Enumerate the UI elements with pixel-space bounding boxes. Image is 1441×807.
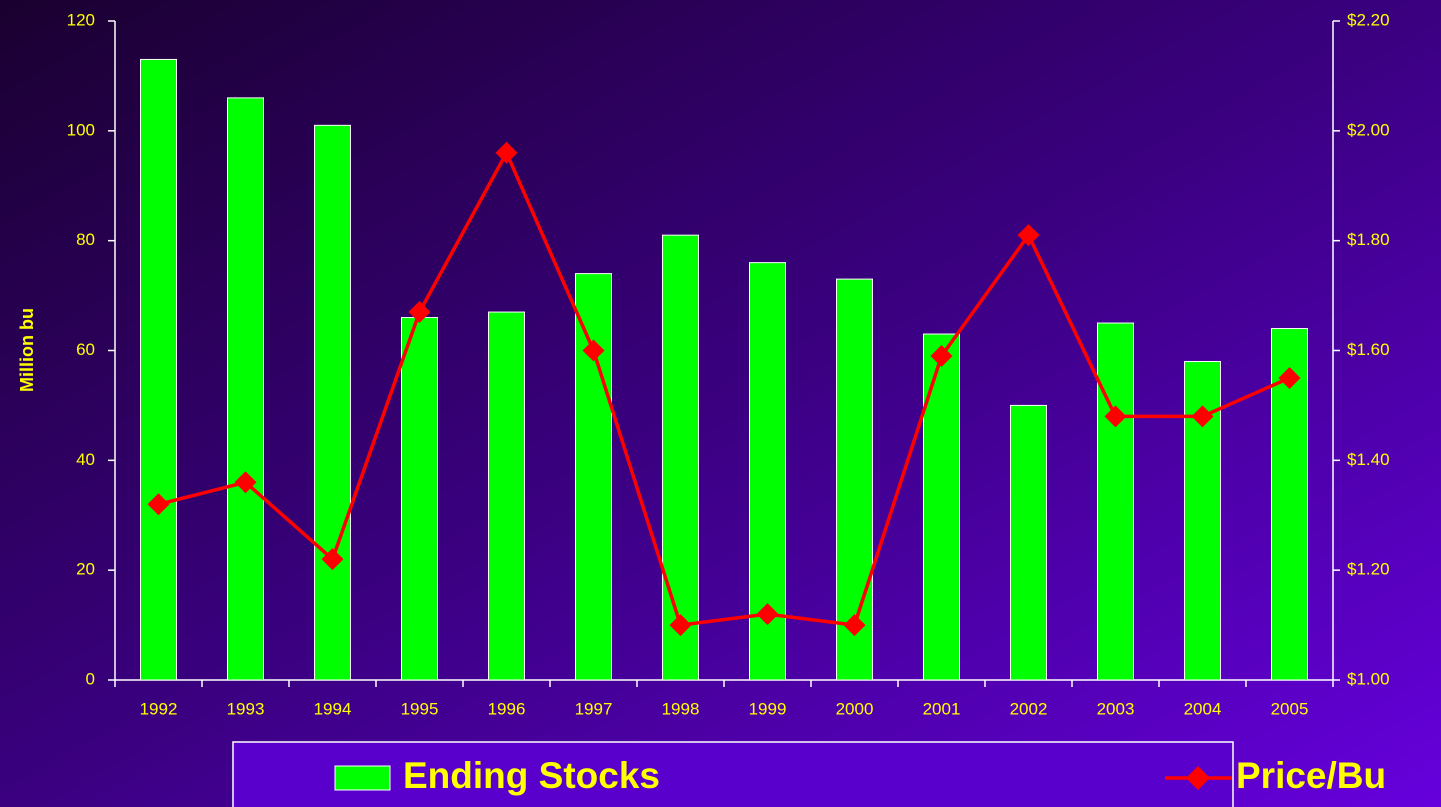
legend-label: Price/Bu (1236, 755, 1386, 796)
y-tick-label: 40 (76, 450, 95, 469)
price-marker (669, 614, 692, 637)
price-marker (234, 471, 257, 494)
y2-tick-label: $2.00 (1347, 120, 1390, 139)
x-tick-label: 1993 (227, 699, 265, 718)
x-tick-label: 1995 (401, 699, 439, 718)
legend-label: Ending Stocks (403, 755, 660, 796)
price-marker (930, 344, 953, 367)
price-marker (843, 614, 866, 637)
bar (227, 97, 264, 681)
bar (662, 234, 699, 681)
x-tick-label: 1994 (314, 699, 352, 718)
price-marker (408, 301, 431, 324)
price-marker (147, 493, 170, 516)
x-tick-label: 1999 (749, 699, 787, 718)
price-marker (321, 548, 344, 571)
y-axis-label: Million bu (17, 308, 37, 392)
x-tick-label: 1996 (488, 699, 526, 718)
y-tick-label: 120 (67, 10, 95, 29)
bar (140, 58, 177, 681)
x-tick-label: 2004 (1184, 699, 1222, 718)
y-tick-label: 80 (76, 230, 95, 249)
bar (488, 311, 525, 681)
bar (314, 124, 351, 681)
price-marker (1191, 405, 1214, 428)
y-tick-label: 60 (76, 340, 95, 359)
price-marker (1017, 224, 1040, 247)
y2-tick-label: $1.80 (1347, 230, 1390, 249)
x-tick-label: 2003 (1097, 699, 1135, 718)
y2-tick-label: $1.60 (1347, 340, 1390, 359)
x-tick-label: 2001 (923, 699, 961, 718)
x-tick-label: 2005 (1271, 699, 1309, 718)
legend-marker (1186, 766, 1210, 790)
bar (575, 273, 612, 681)
price-line (158, 148, 1291, 628)
legend-box (232, 741, 1234, 807)
y2-tick-label: $1.00 (1347, 669, 1390, 688)
y-tick-label: 100 (67, 120, 95, 139)
price-marker (756, 603, 779, 626)
bar (1010, 404, 1047, 681)
bar (1097, 322, 1134, 681)
x-tick-label: 2002 (1010, 699, 1048, 718)
legend-swatch (334, 765, 391, 791)
x-tick-label: 1992 (140, 699, 178, 718)
bar (836, 278, 873, 681)
x-tick-label: 1998 (662, 699, 700, 718)
y2-tick-label: $1.20 (1347, 560, 1390, 579)
y2-tick-label: $2.20 (1347, 10, 1390, 29)
bar (401, 317, 438, 681)
price-marker (1104, 405, 1127, 428)
y-tick-label: 20 (76, 560, 95, 579)
bar (923, 333, 960, 681)
x-tick-label: 2000 (836, 699, 874, 718)
x-tick-label: 1997 (575, 699, 613, 718)
y2-tick-label: $1.40 (1347, 450, 1390, 469)
price-marker (495, 141, 518, 164)
price-marker (582, 339, 605, 362)
y-tick-label: 0 (86, 669, 95, 688)
price-marker (1278, 366, 1301, 389)
